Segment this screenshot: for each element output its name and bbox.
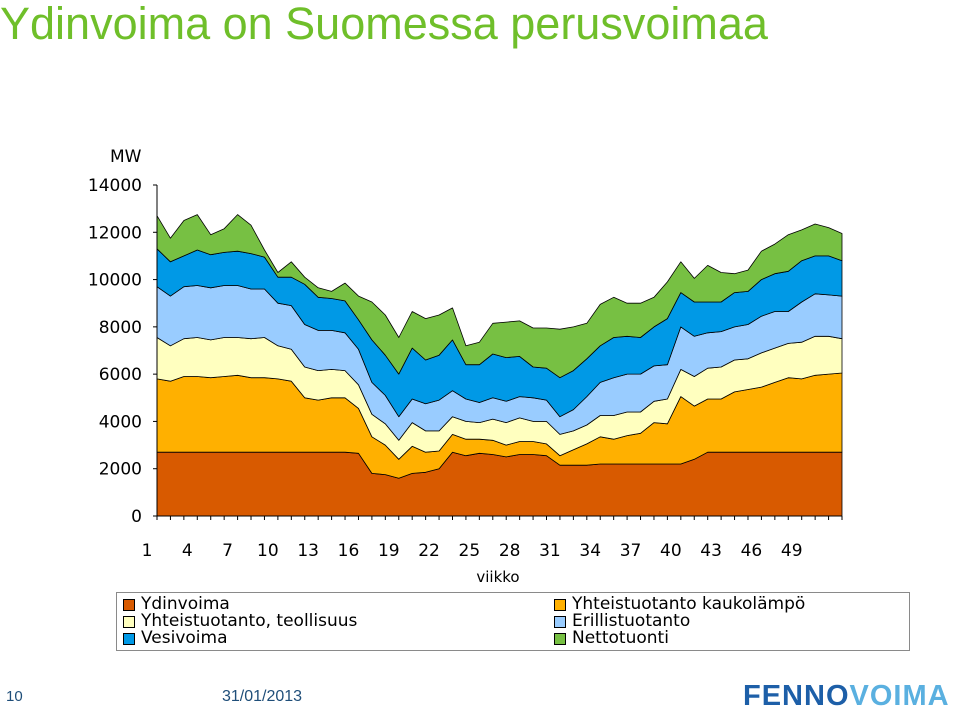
- fennovoima-logo: FENNOVOIMA: [743, 680, 950, 713]
- legend-swatch: [123, 615, 135, 628]
- legend-label: Yhteistuotanto kaukolämpö: [572, 594, 806, 614]
- y-tick-label: 6000: [99, 365, 142, 385]
- legend-swatch: [123, 598, 135, 611]
- x-tick-label: 40: [660, 541, 682, 561]
- legend-item-ydinvoima: Ydinvoima: [123, 596, 230, 613]
- legend-label: Vesivoima: [141, 628, 228, 648]
- y-tick-label: 14000: [88, 176, 142, 196]
- x-tick-label: 4: [182, 541, 193, 561]
- y-axis-label: MW: [110, 147, 142, 167]
- x-tick-label: 49: [781, 541, 803, 561]
- legend-swatch: [554, 632, 566, 645]
- legend: Ydinvoima Yhteistuotanto, teollisuus Ves…: [116, 592, 910, 651]
- x-tick-label: 28: [499, 541, 521, 561]
- legend-swatch: [554, 598, 566, 611]
- x-tick-label: 7: [222, 541, 233, 561]
- legend-swatch: [123, 632, 135, 645]
- y-tick-label: 8000: [99, 318, 142, 338]
- legend-item-nettotuonti: Nettotuonti: [554, 630, 669, 647]
- x-tick-label: 31: [539, 541, 561, 561]
- area-series-5: [156, 214, 843, 379]
- x-axis: 1 4 7 10 13 16 19 22 25 28 31 34 37 40 43 46 49: [142, 515, 843, 561]
- legend-swatch: [554, 615, 566, 628]
- y-tick-label: 2000: [99, 460, 142, 480]
- legend-label: Ydinvoima: [141, 594, 230, 614]
- y-tick-label: 10000: [88, 271, 142, 291]
- y-axis: 0 2000 4000 6000 8000 10000 12000 14000: [88, 176, 158, 527]
- x-tick-label: 46: [741, 541, 763, 561]
- legend-item-teollisuus: Yhteistuotanto, teollisuus: [123, 613, 357, 630]
- y-tick-label: 12000: [88, 223, 142, 243]
- x-tick-label: 37: [620, 541, 642, 561]
- y-tick-label: 4000: [99, 412, 142, 432]
- logo-part1: FENNO: [743, 680, 850, 712]
- x-tick-label: 34: [579, 541, 601, 561]
- y-tick-label: 0: [131, 507, 142, 527]
- logo-part2: VOIMA: [849, 680, 950, 712]
- slide-date: 31/01/2013: [222, 688, 303, 705]
- legend-item-erillistuotanto: Erillistuotanto: [554, 613, 690, 630]
- legend-item-vesivoima: Vesivoima: [123, 630, 228, 647]
- legend-label: Yhteistuotanto, teollisuus: [141, 611, 358, 631]
- plot-area: [156, 214, 843, 517]
- x-tick-label: 10: [257, 541, 279, 561]
- x-tick-label: 13: [297, 541, 319, 561]
- legend-label: Erillistuotanto: [572, 611, 691, 631]
- x-tick-label: 16: [338, 541, 360, 561]
- x-axis-label: viikko: [476, 568, 519, 586]
- page-number: 10: [6, 688, 23, 705]
- x-tick-label: 22: [418, 541, 440, 561]
- legend-item-kaukolampo: Yhteistuotanto kaukolämpö: [554, 596, 805, 613]
- legend-label: Nettotuonti: [572, 628, 669, 648]
- slide-title: Ydinvoima on Suomessa perusvoimaa: [0, 0, 768, 49]
- x-tick-label: 1: [142, 541, 153, 561]
- area-series-0: [156, 451, 843, 517]
- x-tick-label: 43: [700, 541, 722, 561]
- x-tick-label: 25: [459, 541, 481, 561]
- x-tick-label: 19: [378, 541, 400, 561]
